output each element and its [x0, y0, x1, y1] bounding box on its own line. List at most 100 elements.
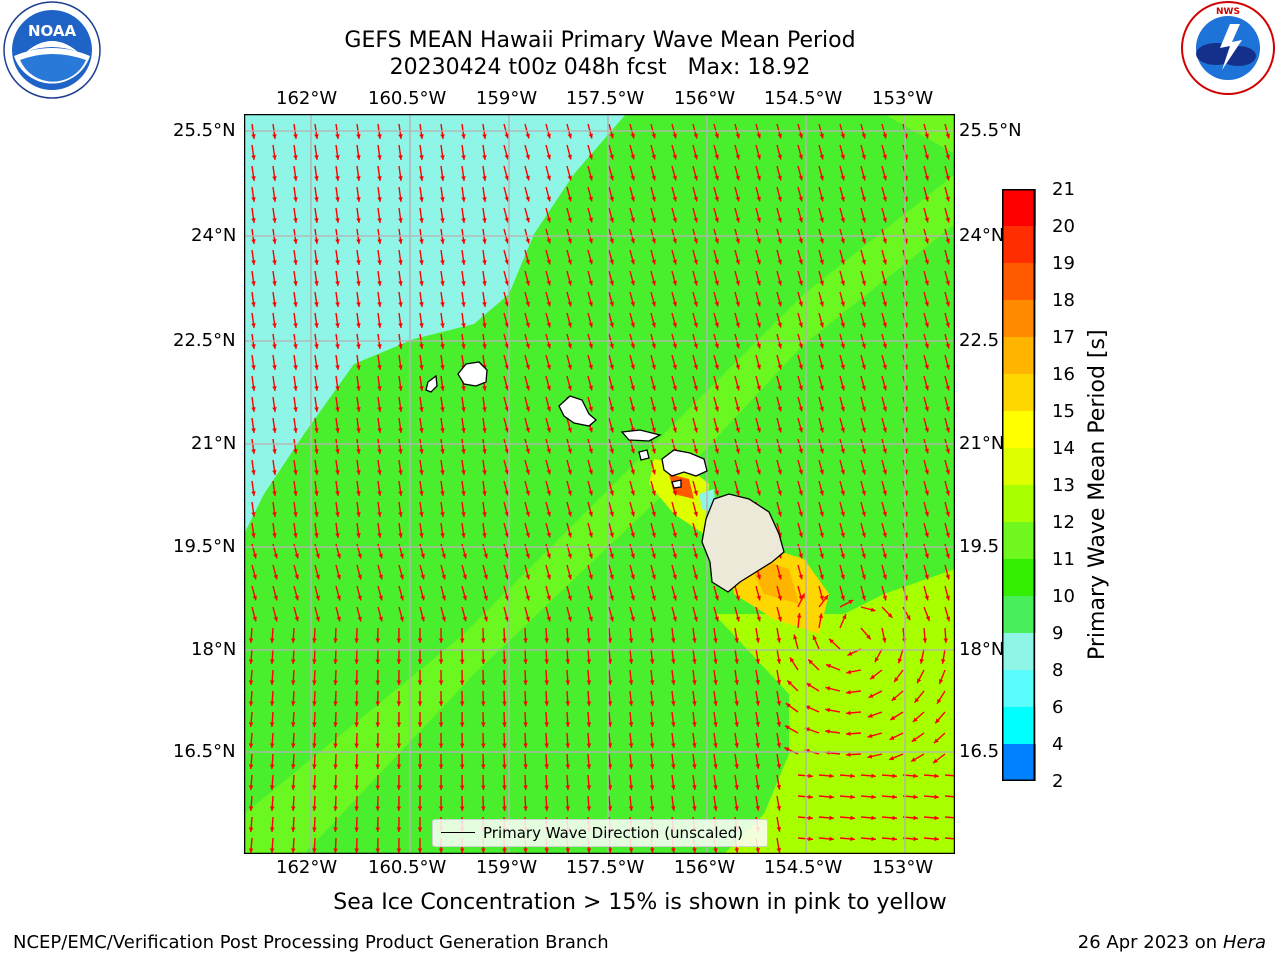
wave-arrowhead [440, 386, 445, 391]
wave-arrowhead [354, 848, 359, 853]
wave-arrowhead [840, 301, 845, 307]
wave-arrowhead [377, 365, 382, 370]
wave-arrowhead [892, 794, 897, 800]
wave-arrowhead [251, 218, 256, 223]
wave-arrowhead [861, 217, 866, 223]
wave-arrowhead [649, 722, 655, 727]
wave-arrowhead [588, 238, 593, 244]
wave-arrowhead [419, 218, 424, 223]
wave-arrowhead [375, 785, 381, 790]
wave-arrowhead [777, 238, 782, 244]
cyan-zone [244, 114, 626, 534]
wave-arrowhead [438, 764, 444, 769]
wave-arrowhead [461, 449, 466, 454]
footer-right: 26 Apr 2023 on Hera [1078, 932, 1266, 953]
wave-arrowhead [461, 176, 466, 181]
wave-arrowhead [672, 532, 677, 538]
wave-arrowhead [398, 512, 403, 517]
wave-arrowhead [777, 448, 782, 454]
wave-arrowhead [840, 595, 845, 601]
wave-arrowhead [924, 238, 929, 244]
wave-arrowhead [651, 343, 656, 349]
wave-arrowhead [713, 848, 718, 853]
wave-arrowhead [461, 428, 466, 433]
wave-arrowhead [840, 553, 845, 559]
wave-arrowhead [798, 427, 803, 433]
wave-arrowhead [546, 490, 551, 496]
wave-arrowhead [269, 848, 275, 853]
wave-arrowhead [787, 680, 793, 686]
wave-arrowhead [924, 553, 929, 559]
wave-arrowhead [588, 343, 593, 349]
wave-arrowhead [377, 239, 382, 244]
wave-arrowhead [630, 553, 635, 559]
wave-arrowhead [789, 657, 795, 663]
wave-arrowhead [462, 616, 467, 622]
wave-arrowhead [248, 722, 254, 727]
wave-arrowhead [375, 722, 381, 727]
wave-arrowhead [419, 386, 424, 391]
wave-arrowhead [396, 785, 402, 790]
wave-arrowhead [734, 743, 739, 748]
wave-arrowhead [483, 595, 488, 601]
wave-arrowhead [847, 651, 853, 656]
wave-arrowhead [861, 196, 866, 202]
wave-arrowhead [459, 638, 465, 643]
wave-arrowhead [825, 729, 830, 734]
wave-arrowhead [293, 512, 298, 517]
wave-arrowhead [525, 175, 530, 181]
wave-arrowhead [861, 469, 866, 475]
wave-arrowhead [785, 703, 791, 708]
wave-arrowhead [882, 133, 887, 139]
wave-arrowhead [335, 470, 340, 475]
wave-arrowhead [333, 659, 338, 664]
wave-arrowhead [546, 511, 551, 517]
wave-arrowhead [607, 743, 613, 748]
wave-arrowhead [671, 743, 676, 748]
wave-arrowhead [651, 322, 656, 328]
wave-arrowhead [440, 365, 445, 370]
wave-arrowhead [356, 470, 361, 475]
wave-arrowhead [945, 469, 950, 475]
wave-arrowhead [588, 595, 593, 601]
wave-arrowhead [798, 469, 803, 475]
wave-arrowhead [481, 659, 486, 664]
wave-arrowhead [525, 616, 530, 622]
colorbar-cell [1002, 744, 1036, 781]
wave-arrowhead [756, 301, 761, 307]
wave-arrowhead [504, 196, 509, 202]
wave-arrowhead [692, 743, 697, 748]
wave-arrowhead [784, 747, 790, 752]
wave-arrowhead [438, 638, 444, 643]
wave-arrowhead [630, 238, 635, 244]
island-kahoolawe [671, 479, 682, 489]
wave-arrowhead [481, 680, 486, 685]
wave-arrowhead [398, 407, 403, 412]
cb-tick-6: 6 [1052, 697, 1064, 718]
wave-arrowhead [251, 386, 256, 391]
wave-arrowhead [798, 301, 803, 307]
wave-arrowhead [419, 176, 424, 181]
wave-arrowhead [314, 491, 319, 496]
wave-arrowhead [251, 428, 256, 433]
wave-arrowhead [609, 133, 614, 139]
wave-arrowhead [565, 743, 571, 748]
wave-arrowhead [861, 343, 866, 349]
wave-arrowhead [630, 280, 635, 286]
wave-arrowhead [756, 196, 761, 202]
wave-arrowhead [293, 491, 298, 496]
wave-arrowhead [525, 490, 530, 496]
wave-arrowhead [735, 595, 740, 601]
wave-arrowhead [396, 848, 402, 853]
legend-line-sample [441, 832, 475, 833]
colorbar-cell [1002, 596, 1036, 634]
wave-arrowhead [692, 638, 697, 643]
wave-arrowhead [461, 344, 466, 349]
wave-arrowhead [504, 532, 509, 538]
wave-arrowhead [523, 722, 528, 727]
wave-arrowhead [546, 280, 551, 286]
wave-arrowhead [357, 574, 362, 580]
wave-arrowhead [396, 722, 402, 727]
wave-arrowhead [840, 469, 845, 475]
wave-arrowhead [377, 428, 382, 433]
